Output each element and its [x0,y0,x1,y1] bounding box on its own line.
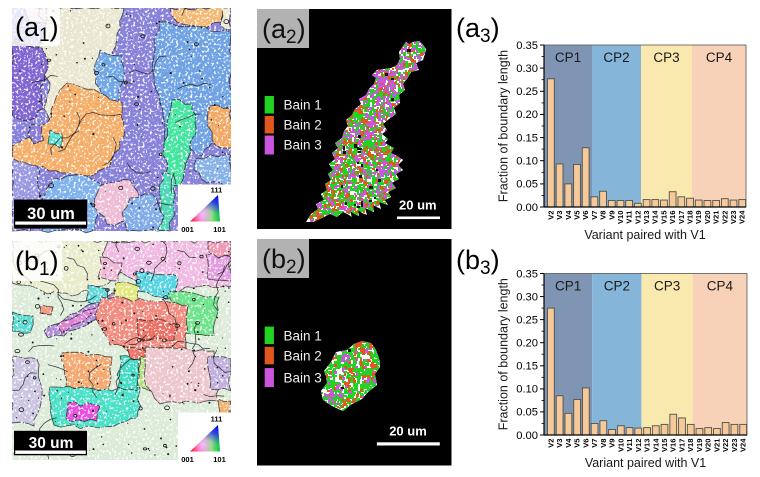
svg-text:V12: V12 [634,439,643,453]
svg-text:CP1: CP1 [555,50,581,65]
svg-text:V22: V22 [720,211,729,225]
svg-text:(a3): (a3) [456,13,500,47]
svg-text:V11: V11 [625,438,634,452]
svg-text:0.10: 0.10 [516,384,538,396]
svg-text:V20: V20 [704,439,713,453]
svg-text:001: 001 [181,455,194,464]
svg-text:V8: V8 [599,439,608,448]
svg-text:(b1): (b1) [15,246,59,280]
svg-text:CP3: CP3 [653,50,679,65]
svg-text:V2: V2 [546,439,555,448]
svg-text:(b2): (b2) [262,244,306,278]
svg-text:V5: V5 [573,210,582,220]
svg-text:V3: V3 [555,439,564,448]
svg-text:CP3: CP3 [654,279,680,294]
svg-text:V3: V3 [555,211,564,220]
svg-text:0.00: 0.00 [516,202,538,214]
svg-text:V13: V13 [643,439,652,453]
svg-text:V7: V7 [590,211,599,220]
svg-text:Variant paired with V1: Variant paired with V1 [584,228,705,242]
svg-text:101: 101 [213,225,226,234]
svg-text:(b3): (b3) [456,245,500,279]
svg-text:CP4: CP4 [706,50,733,65]
svg-text:V8: V8 [599,211,608,220]
svg-text:101: 101 [213,455,226,464]
svg-text:V17: V17 [678,439,687,453]
svg-text:Variant paired with V1: Variant paired with V1 [585,456,706,470]
svg-text:V14: V14 [651,210,660,224]
svg-text:0.05: 0.05 [516,407,538,419]
svg-text:V6: V6 [581,211,590,220]
svg-text:0.00: 0.00 [516,430,538,442]
svg-text:CP1: CP1 [555,279,581,294]
svg-text:20 um: 20 um [389,424,427,439]
svg-text:V10: V10 [616,439,625,453]
svg-text:V19: V19 [694,211,703,225]
svg-text:V9: V9 [608,439,617,448]
svg-text:V14: V14 [651,438,660,452]
svg-text:V7: V7 [590,439,599,448]
svg-text:V18: V18 [686,439,695,453]
svg-text:Bain 3: Bain 3 [284,137,322,152]
svg-text:30 um: 30 um [29,435,74,452]
svg-text:V2: V2 [546,211,555,220]
svg-text:0.15: 0.15 [516,132,538,144]
svg-text:V12: V12 [633,211,642,225]
svg-text:0.10: 0.10 [516,156,538,168]
svg-text:Bain 2: Bain 2 [284,118,322,133]
svg-text:111: 111 [211,414,223,423]
svg-text:V24: V24 [738,210,747,224]
svg-text:0.15: 0.15 [516,361,538,373]
svg-text:Bain 1: Bain 1 [284,98,322,113]
svg-text:0.35: 0.35 [516,40,538,52]
svg-text:0.25: 0.25 [516,314,538,326]
svg-text:V4: V4 [564,210,573,220]
svg-text:0.05: 0.05 [516,179,538,191]
svg-text:V22: V22 [721,439,730,453]
svg-text:V21: V21 [712,438,721,452]
svg-text:Bain 2: Bain 2 [284,349,322,364]
svg-text:V19: V19 [695,439,704,453]
svg-text:V18: V18 [686,211,695,225]
svg-text:V9: V9 [607,211,616,220]
svg-text:001: 001 [181,225,194,234]
svg-text:20 um: 20 um [399,197,437,212]
svg-text:0.20: 0.20 [516,338,538,350]
svg-text:V16: V16 [668,211,677,225]
svg-text:CP4: CP4 [707,279,734,294]
svg-text:CP2: CP2 [603,50,629,65]
svg-text:V23: V23 [730,439,739,453]
svg-text:Fraction of boundary length: Fraction of boundary length [497,50,511,202]
svg-text:V11: V11 [625,210,634,224]
svg-text:V21: V21 [712,210,721,224]
svg-text:V15: V15 [659,210,668,224]
svg-text:V23: V23 [729,211,738,225]
svg-text:0.35: 0.35 [516,268,538,280]
svg-text:V16: V16 [669,439,678,453]
svg-text:Bain 3: Bain 3 [284,370,322,385]
svg-text:V17: V17 [677,211,686,225]
svg-text:V6: V6 [581,439,590,448]
svg-text:V4: V4 [564,438,573,448]
svg-text:(a1): (a1) [15,12,59,46]
svg-text:0.20: 0.20 [516,109,538,121]
svg-text:0.25: 0.25 [516,86,538,98]
svg-text:V24: V24 [739,438,748,452]
svg-text:V20: V20 [703,211,712,225]
svg-text:Bain 1: Bain 1 [284,328,322,343]
svg-text:0.30: 0.30 [516,63,538,75]
svg-text:V15: V15 [660,438,669,452]
svg-text:(a2): (a2) [262,14,306,48]
svg-text:111: 111 [211,186,223,195]
svg-text:V13: V13 [642,211,651,225]
svg-text:CP2: CP2 [604,279,630,294]
svg-text:0.30: 0.30 [516,291,538,303]
svg-text:V5: V5 [573,438,582,448]
svg-text:V10: V10 [616,211,625,225]
svg-text:Fraction of boundary length: Fraction of boundary length [497,278,511,430]
svg-text:30 um: 30 um [27,205,75,223]
